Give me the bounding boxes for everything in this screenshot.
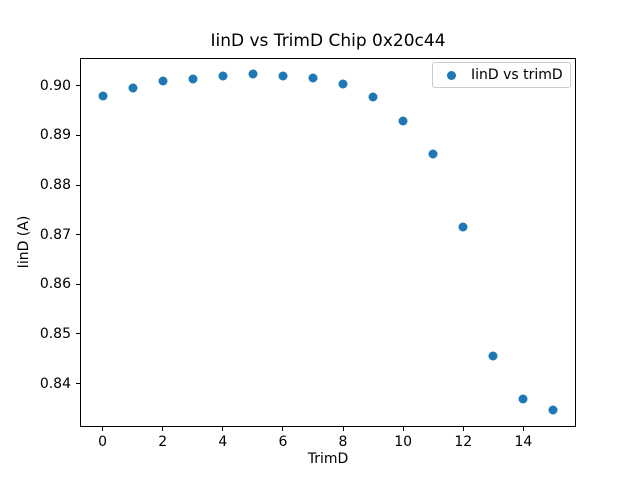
y-tick-mark: [76, 184, 80, 186]
scatter-point: [548, 405, 558, 415]
y-tick-label: 0.86: [39, 276, 71, 293]
x-tick-label: 10: [394, 434, 413, 450]
x-tick-label: 2: [158, 434, 168, 450]
y-tick-label: 0.90: [39, 77, 71, 94]
y-tick-mark: [76, 234, 80, 236]
scatter-point: [338, 79, 348, 89]
x-tick-label: 12: [454, 434, 473, 450]
scatter-point: [368, 92, 378, 102]
y-tick-mark: [76, 283, 80, 285]
y-tick-mark: [76, 333, 80, 335]
chart-title: IinD vs TrimD Chip 0x20c44: [210, 31, 446, 51]
x-tick-label: 14: [514, 434, 533, 450]
scatter-point: [188, 74, 198, 84]
x-tick-mark: [102, 427, 104, 432]
scatter-point: [248, 69, 258, 79]
scatter-point: [98, 91, 108, 101]
x-tick-label: 8: [338, 434, 348, 450]
x-tick-label: 6: [278, 434, 288, 450]
y-tick-label: 0.89: [39, 127, 71, 144]
y-tick-label: 0.85: [39, 325, 71, 342]
x-tick-label: 4: [218, 434, 228, 450]
scatter-point: [278, 71, 288, 81]
y-tick-label: 0.88: [39, 177, 71, 194]
scatter-point: [398, 116, 408, 126]
legend: IinD vs trimD: [432, 62, 571, 88]
scatter-point: [218, 71, 228, 81]
legend-marker-icon: [447, 70, 456, 80]
y-tick-mark: [76, 383, 80, 385]
y-tick-mark: [76, 134, 80, 136]
scatter-point: [428, 149, 438, 159]
legend-label: IinD vs trimD: [471, 67, 563, 83]
x-tick-mark: [342, 427, 344, 432]
y-tick-label: 0.87: [39, 226, 71, 243]
x-axis-label: TrimD: [307, 451, 349, 467]
x-tick-label: 0: [98, 434, 107, 450]
x-tick-mark: [162, 427, 164, 432]
x-tick-mark: [222, 427, 224, 432]
y-tick-mark: [76, 85, 80, 87]
x-tick-mark: [402, 427, 404, 432]
scatter-point: [518, 394, 528, 404]
scatter-point: [158, 76, 168, 86]
plot-area: [80, 57, 576, 428]
scatter-point: [458, 222, 468, 232]
y-tick-label: 0.84: [39, 375, 71, 392]
scatter-point: [488, 351, 498, 361]
scatter-point: [128, 83, 138, 93]
x-tick-mark: [462, 427, 464, 432]
scatter-point: [308, 73, 318, 83]
x-tick-mark: [522, 427, 524, 432]
x-tick-mark: [282, 427, 284, 432]
